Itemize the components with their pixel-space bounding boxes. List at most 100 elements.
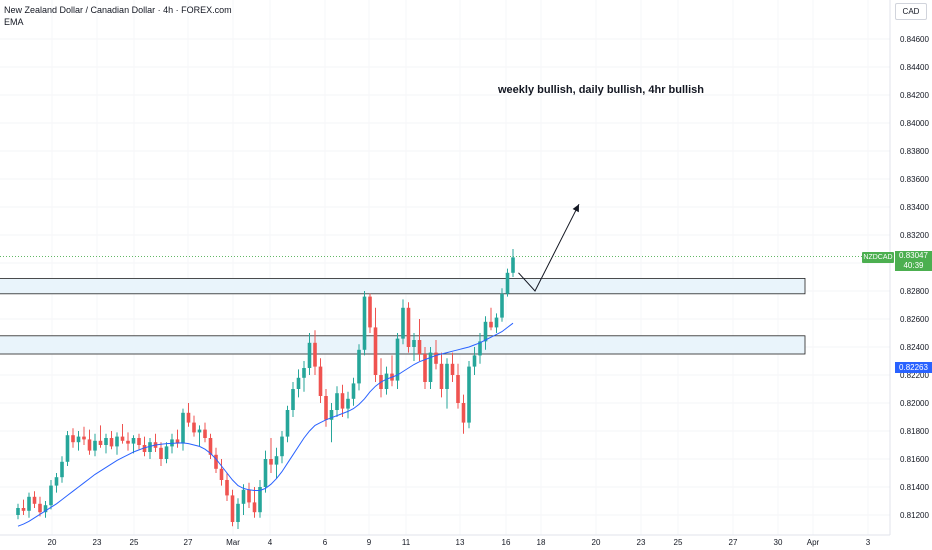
candle-body — [137, 438, 141, 445]
candle-body — [164, 446, 169, 459]
candle-body — [192, 422, 196, 433]
candle-body — [49, 485, 53, 506]
candle-body — [126, 440, 130, 444]
price-tag: 0.83047 40:39 — [895, 251, 932, 271]
candle-body — [461, 403, 466, 423]
candle-body — [324, 396, 328, 420]
candle-body — [241, 489, 246, 504]
candle-body — [76, 436, 81, 443]
price-tick-label: 0.81600 — [900, 455, 929, 464]
candle-body — [175, 439, 180, 444]
candle-body — [98, 440, 103, 445]
time-tick-label: 13 — [456, 538, 465, 547]
candle-body — [445, 363, 449, 389]
candle-body — [500, 293, 504, 318]
time-tick-label: 25 — [674, 538, 683, 547]
candle-body — [302, 368, 306, 378]
candle-body — [142, 445, 147, 452]
candle-body — [16, 508, 20, 515]
price-tick-label: 0.81200 — [900, 511, 929, 520]
time-tick-label: 27 — [729, 538, 738, 547]
grid-lines — [0, 38, 890, 516]
candle-body — [423, 354, 427, 382]
price-tick-label: 0.81400 — [900, 483, 929, 492]
candle-body — [214, 454, 218, 469]
candle-body — [511, 257, 515, 273]
projection-arrow[interactable] — [518, 203, 580, 292]
time-tick-label: 20 — [48, 538, 57, 547]
price-tick-label: 0.81800 — [900, 427, 929, 436]
candle-body — [329, 410, 334, 420]
price-tick-label: 0.84200 — [900, 91, 929, 100]
candle-body — [181, 412, 185, 444]
time-tick-label: 16 — [502, 538, 511, 547]
candle-body — [247, 489, 251, 503]
candle-body — [439, 363, 444, 389]
candle-body — [219, 468, 224, 480]
candle-body — [351, 383, 356, 399]
projection-arrowhead — [572, 204, 579, 213]
candle-body — [313, 342, 317, 367]
time-tick-label: 9 — [367, 538, 372, 547]
candle-body — [159, 447, 163, 459]
candle-body — [60, 461, 64, 478]
candle-body — [93, 440, 97, 451]
symbol-tag: NZDCAD — [862, 252, 894, 263]
candle-body — [148, 442, 152, 452]
price-tick-label: 0.82400 — [900, 343, 929, 352]
price-value: 0.83047 — [899, 251, 928, 260]
candle-body — [428, 352, 433, 382]
candle-body — [285, 410, 290, 437]
candle-body — [43, 505, 48, 513]
candle-body — [252, 502, 257, 513]
candle-body — [483, 321, 488, 342]
candle-body — [27, 496, 31, 511]
candle-body — [120, 436, 125, 441]
candle-body — [362, 296, 367, 350]
candle-body — [115, 436, 119, 447]
candle-body — [82, 436, 86, 440]
candle-body — [109, 438, 114, 447]
price-axis[interactable]: 0.81200 0.81400 0.81600 0.81800 0.82000 0.822… — [900, 35, 929, 520]
candle-body — [236, 503, 240, 522]
time-axis[interactable]: 20 23 25 27 Mar 4 6 9 11 13 16 18 20 23 25 27 30 Apr 3 — [48, 538, 871, 547]
candle-body — [368, 296, 372, 328]
candle-body — [87, 439, 92, 451]
candle-body — [104, 438, 108, 445]
candle-body — [395, 338, 400, 381]
candle-body — [472, 355, 477, 367]
candle-body — [406, 307, 411, 347]
candle-body — [131, 438, 136, 444]
candle-body — [384, 373, 389, 389]
currency-button[interactable]: CAD — [895, 3, 927, 20]
candle-body — [258, 487, 262, 513]
time-tick-label: 25 — [130, 538, 139, 547]
candle-body — [225, 480, 229, 496]
candle-body — [21, 508, 26, 511]
candle-body — [434, 352, 438, 364]
time-tick-label: 18 — [537, 538, 546, 547]
time-tick-label: 6 — [323, 538, 328, 547]
candle-body — [186, 412, 191, 423]
time-tick-label: Mar — [226, 538, 240, 547]
indicator-label[interactable]: EMA — [4, 17, 24, 27]
ema-tag: 0.82263 — [895, 362, 932, 373]
price-tick-label: 0.84000 — [900, 119, 929, 128]
price-tick-label: 0.82800 — [900, 287, 929, 296]
chart-title: New Zealand Dollar / Canadian Dollar · 4… — [4, 5, 232, 15]
candle-body — [291, 389, 295, 410]
time-tick-label: 30 — [774, 538, 783, 547]
candle-body — [280, 436, 284, 457]
price-tick-label: 0.83200 — [900, 231, 929, 240]
candle-body — [335, 393, 339, 410]
candle-body — [494, 317, 499, 328]
candle-body — [38, 503, 42, 513]
time-tick-label: 27 — [184, 538, 193, 547]
candle-body — [197, 429, 202, 433]
time-tick-label: 4 — [268, 538, 273, 547]
candle-body — [32, 496, 37, 504]
analysis-note: weekly bullish, daily bullish, 4hr bulli… — [498, 84, 704, 96]
candle-body — [478, 341, 482, 356]
candle-body — [54, 477, 59, 486]
